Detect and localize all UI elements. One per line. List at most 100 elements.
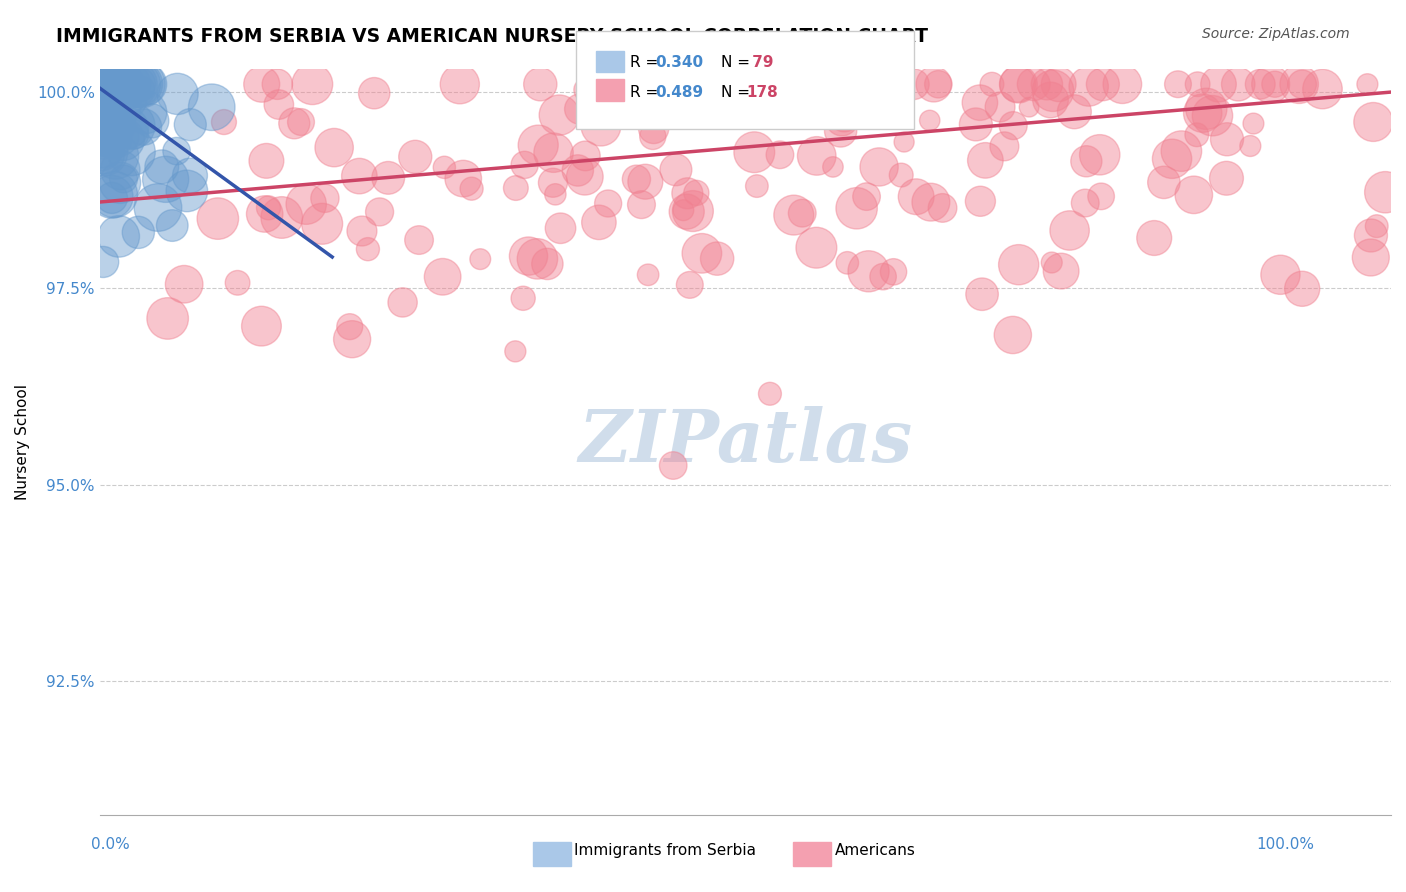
Point (166, 144, 188, 158)
Point (176, 184, 198, 198)
Point (363, 86, 385, 100)
Point (141, 113, 163, 128)
Point (1227, 77, 1250, 91)
Point (665, 162, 688, 177)
Text: IMMIGRANTS FROM SERBIA VS AMERICAN NURSERY SCHOOL CORRELATION CHART: IMMIGRANTS FROM SERBIA VS AMERICAN NURSE… (56, 27, 928, 45)
Point (128, 77, 150, 91)
Point (98, 111, 121, 125)
Point (706, 252, 728, 266)
Point (1002, 119, 1025, 133)
Point (626, 172, 648, 186)
Point (112, 172, 135, 186)
Point (505, 181, 527, 195)
Point (107, 128, 129, 143)
Point (988, 100, 1011, 114)
Point (112, 91, 135, 105)
Point (637, 268, 659, 282)
Point (630, 197, 652, 211)
Point (1360, 228, 1382, 243)
Point (257, 201, 280, 215)
Point (98, 80, 121, 95)
Point (544, 187, 567, 202)
Point (548, 108, 571, 122)
Point (675, 204, 697, 219)
Point (1182, 187, 1205, 202)
Point (408, 233, 430, 247)
Point (267, 97, 290, 112)
Point (880, 77, 903, 91)
Point (117, 121, 139, 136)
Point (93, 137, 115, 152)
Point (201, 100, 224, 114)
Point (156, 311, 179, 326)
Point (301, 77, 323, 91)
Point (831, 112, 853, 127)
Point (1077, 79, 1099, 94)
Point (107, 229, 129, 244)
Text: Source: ZipAtlas.com: Source: ZipAtlas.com (1202, 27, 1350, 41)
Point (127, 226, 149, 240)
Point (90, 77, 112, 91)
Point (391, 295, 413, 310)
Point (550, 221, 572, 235)
Point (693, 87, 716, 102)
Point (969, 194, 991, 209)
Point (433, 161, 456, 175)
Point (863, 77, 886, 91)
Point (1161, 152, 1184, 166)
Text: N =: N = (721, 85, 755, 100)
Point (135, 77, 157, 91)
Point (97, 119, 120, 133)
Point (173, 277, 195, 292)
Point (451, 171, 474, 186)
Point (1040, 255, 1063, 269)
Point (460, 182, 482, 196)
Y-axis label: Nursery School: Nursery School (15, 384, 30, 500)
Point (1076, 154, 1098, 169)
Point (742, 145, 765, 160)
Point (1090, 189, 1112, 203)
Point (1291, 282, 1313, 296)
Point (100, 190, 122, 204)
Point (323, 140, 346, 154)
Point (832, 77, 855, 91)
Point (250, 77, 273, 91)
Point (112, 77, 135, 91)
Point (94, 77, 117, 91)
Point (1007, 77, 1029, 91)
Point (574, 149, 596, 163)
Point (806, 241, 828, 255)
Point (793, 103, 815, 118)
Point (1167, 77, 1189, 91)
Point (150, 160, 173, 174)
Point (89, 77, 111, 91)
Text: R =: R = (630, 55, 664, 70)
Point (98, 110, 121, 124)
Point (107, 79, 129, 94)
Text: 100.0%: 100.0% (1257, 837, 1315, 852)
Point (1260, 77, 1282, 91)
Text: 79: 79 (747, 55, 773, 70)
Point (589, 119, 612, 133)
Point (108, 176, 131, 190)
Point (103, 187, 125, 202)
Point (93, 77, 115, 91)
Point (339, 319, 361, 334)
Point (100, 95, 122, 109)
Point (90, 77, 112, 91)
Point (574, 169, 596, 184)
Point (568, 102, 591, 116)
Point (290, 115, 312, 129)
Point (1291, 77, 1313, 91)
Point (155, 172, 177, 186)
Point (110, 163, 132, 178)
Text: 0.489: 0.489 (655, 85, 703, 100)
Text: Immigrants from Serbia: Immigrants from Serbia (574, 843, 755, 858)
Point (1357, 77, 1379, 91)
Point (111, 77, 134, 91)
Point (543, 145, 565, 160)
Point (250, 319, 273, 334)
Point (1270, 268, 1292, 282)
Point (179, 118, 201, 132)
Point (94, 103, 117, 118)
